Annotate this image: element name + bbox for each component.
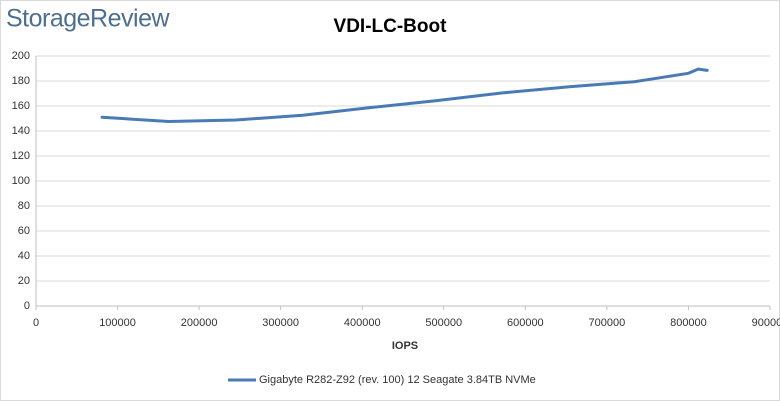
x-axis-label: IOPS [392, 340, 418, 352]
x-tick-label: 800000 [670, 317, 707, 329]
x-tick-label: 500000 [425, 317, 462, 329]
y-tick-label: 0 [24, 300, 30, 312]
y-tick-label: 160 [12, 100, 30, 112]
y-tick-label: 180 [12, 75, 30, 87]
x-tick-label: 300000 [262, 317, 299, 329]
y-tick-label: 120 [12, 150, 30, 162]
y-tick-label: 40 [18, 250, 30, 262]
x-tick-label: 600000 [507, 317, 544, 329]
y-tick-label: 100 [12, 175, 30, 187]
y-tick-label: 60 [18, 225, 30, 237]
y-tick-label: 20 [18, 275, 30, 287]
x-tick-label: 100000 [99, 317, 136, 329]
y-tick-label: 80 [18, 200, 30, 212]
x-tick-label: 0 [33, 317, 39, 329]
x-tick-label: 400000 [344, 317, 381, 329]
x-tick-label: 700000 [589, 317, 626, 329]
chart-title: VDI-LC-Boot [334, 16, 448, 37]
x-tick-label: 900000 [752, 317, 780, 329]
y-tick-label: 200 [12, 50, 30, 62]
x-tick-label: 200000 [181, 317, 218, 329]
y-tick-label: 140 [12, 125, 30, 137]
logo: StorageReview [6, 5, 170, 33]
data-line [100, 67, 709, 123]
legend-label: Gigabyte R282-Z92 (rev. 100) 12 Seagate … [259, 374, 536, 386]
